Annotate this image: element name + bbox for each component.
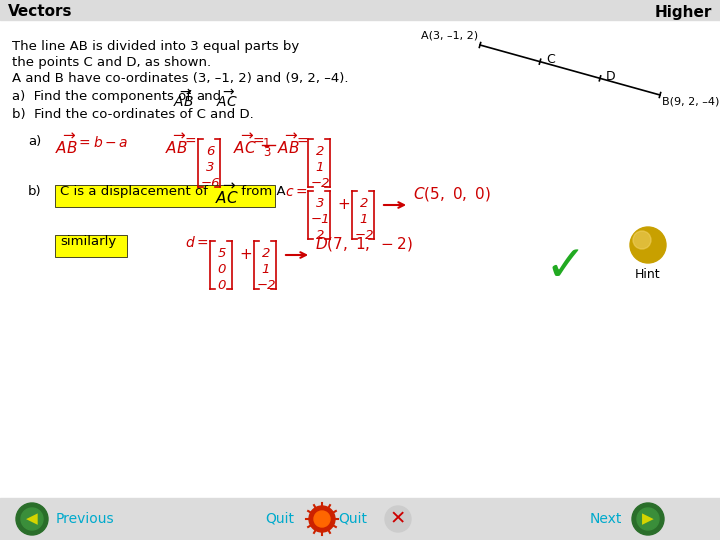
Text: C is a displacement of: C is a displacement of <box>60 185 208 198</box>
Ellipse shape <box>16 503 48 535</box>
Text: +: + <box>239 247 252 262</box>
Text: $c =$: $c =$ <box>285 185 307 199</box>
Text: −1: −1 <box>310 213 330 226</box>
Text: 6: 6 <box>206 145 214 158</box>
Text: −2: −2 <box>354 229 374 242</box>
Text: $\mathit{C(5,\ 0,\ 0)}$: $\mathit{C(5,\ 0,\ 0)}$ <box>413 185 491 203</box>
Text: 1: 1 <box>360 213 368 226</box>
Text: D: D <box>606 70 616 83</box>
Text: the points C and D, as shown.: the points C and D, as shown. <box>12 56 211 69</box>
Text: 1: 1 <box>262 263 270 276</box>
Ellipse shape <box>630 227 666 263</box>
Text: b): b) <box>28 185 42 198</box>
Text: $\mathit{D(7,\ 1,\ -2)}$: $\mathit{D(7,\ 1,\ -2)}$ <box>315 235 413 253</box>
Text: Previous: Previous <box>56 512 114 526</box>
Ellipse shape <box>309 506 335 532</box>
Ellipse shape <box>21 508 43 530</box>
Bar <box>0 0 720 20</box>
Bar <box>55 185 275 207</box>
Text: Next: Next <box>590 512 622 526</box>
Text: ▶: ▶ <box>642 511 654 526</box>
Text: Quit: Quit <box>338 512 367 526</box>
Text: Hint: Hint <box>635 268 661 281</box>
Text: A and B have co-ordinates (3, –1, 2) and (9, 2, –4).: A and B have co-ordinates (3, –1, 2) and… <box>12 72 348 85</box>
Ellipse shape <box>314 511 330 527</box>
Text: $\overrightarrow{AB}$: $\overrightarrow{AB}$ <box>55 133 78 157</box>
Text: 3: 3 <box>206 161 214 174</box>
Text: =: = <box>185 135 197 149</box>
Text: B(9, 2, –4): B(9, 2, –4) <box>662 97 719 107</box>
Text: from A: from A <box>237 185 286 198</box>
Text: ◀: ◀ <box>26 511 38 526</box>
Text: C: C <box>546 53 554 66</box>
Text: Higher: Higher <box>654 4 712 19</box>
Text: and: and <box>196 90 221 103</box>
Text: The line AB is divided into 3 equal parts by: The line AB is divided into 3 equal part… <box>12 40 300 53</box>
Text: 0: 0 <box>218 263 226 276</box>
Text: $\overrightarrow{AC}$: $\overrightarrow{AC}$ <box>215 183 239 207</box>
Text: similarly: similarly <box>60 235 116 248</box>
Text: =: = <box>253 135 265 149</box>
Text: 2: 2 <box>262 247 270 260</box>
Text: 5: 5 <box>218 247 226 260</box>
Text: Quit: Quit <box>265 512 294 526</box>
Text: b)  Find the co-ordinates of C and D.: b) Find the co-ordinates of C and D. <box>12 108 253 121</box>
Text: ✕: ✕ <box>390 510 406 529</box>
Text: $= b - a$: $= b - a$ <box>76 135 128 150</box>
Text: 3: 3 <box>263 146 271 159</box>
Text: −2: −2 <box>310 177 330 190</box>
Text: a)  Find the components of: a) Find the components of <box>12 90 191 103</box>
Bar <box>0 498 720 540</box>
Text: $d =$: $d =$ <box>185 235 209 250</box>
Text: $\overrightarrow{AC}$: $\overrightarrow{AC}$ <box>233 133 257 157</box>
Text: A(3, –1, 2): A(3, –1, 2) <box>421 31 478 41</box>
Text: 0: 0 <box>218 279 226 292</box>
Text: $\overrightarrow{AB}$: $\overrightarrow{AB}$ <box>165 133 188 157</box>
Text: +: + <box>337 197 350 212</box>
Text: 1: 1 <box>316 161 324 174</box>
Text: 2: 2 <box>316 229 324 242</box>
Text: 2: 2 <box>360 197 368 210</box>
Ellipse shape <box>632 503 664 535</box>
Text: 1: 1 <box>263 137 271 150</box>
Ellipse shape <box>633 231 651 249</box>
Text: $\overrightarrow{AB}$: $\overrightarrow{AB}$ <box>173 88 194 110</box>
Text: −6: −6 <box>200 177 220 190</box>
Ellipse shape <box>637 508 659 530</box>
Text: 3: 3 <box>316 197 324 210</box>
Text: a): a) <box>28 135 41 148</box>
Text: −2: −2 <box>256 279 276 292</box>
Text: 2: 2 <box>316 145 324 158</box>
Text: ✓: ✓ <box>545 243 587 291</box>
Bar <box>55 235 127 257</box>
Text: Vectors: Vectors <box>8 4 73 19</box>
Text: $\overrightarrow{AC}$: $\overrightarrow{AC}$ <box>216 88 238 110</box>
Text: =: = <box>297 135 309 149</box>
Ellipse shape <box>385 506 411 532</box>
Text: $\overrightarrow{AB}$: $\overrightarrow{AB}$ <box>277 133 300 157</box>
